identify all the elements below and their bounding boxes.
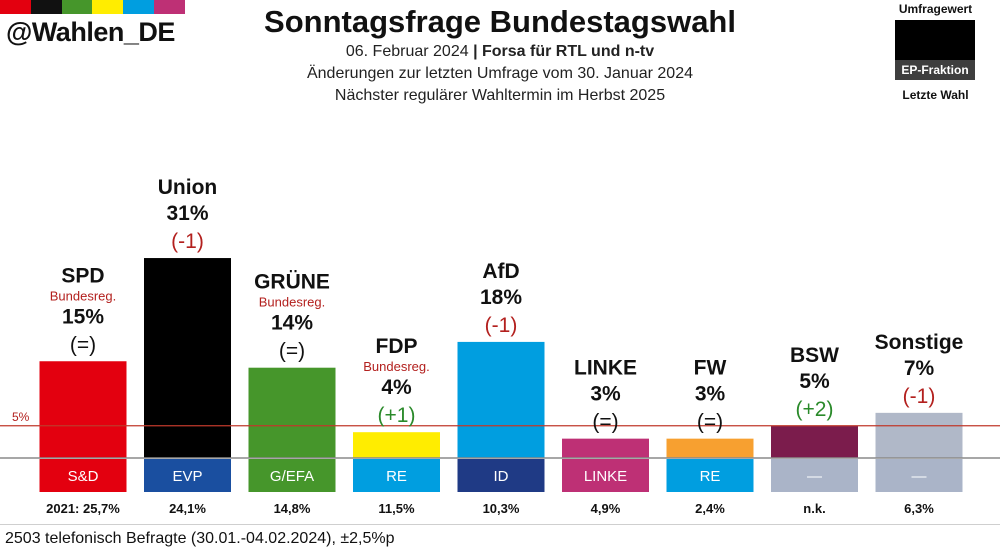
value-label: 4%: [381, 376, 412, 399]
bar-spd: [39, 361, 127, 458]
change-label: (=): [279, 340, 305, 363]
ep-faction-band: [457, 459, 545, 492]
ep-faction-label: RE: [386, 468, 407, 485]
ep-faction-label: —: [912, 468, 927, 485]
ep-faction-label: —: [807, 468, 822, 485]
bar-grüne: [248, 367, 336, 458]
ep-faction-label: ID: [494, 468, 509, 485]
value-label: 7%: [904, 357, 935, 380]
footnote: 2503 telefonisch Befragte (30.01.-04.02.…: [5, 530, 395, 547]
last-election-label: 24,1%: [169, 501, 206, 516]
change-label: (-1): [171, 230, 204, 253]
party-name-afd: AfD: [482, 260, 519, 283]
change-label: (-1): [903, 385, 936, 408]
value-label: 5%: [799, 370, 830, 393]
last-election-label: 11,5%: [378, 501, 415, 516]
legend-box: Umfragewert EP-Fraktion Letzte Wahl: [873, 0, 998, 110]
legend-survey-value: Umfragewert: [898, 2, 973, 16]
subtitle-date-line: 06. Februar 2024 | Forsa für RTL und n-t…: [0, 43, 1000, 61]
bar-fw: [666, 438, 754, 458]
last-election-label: 2021: 25,7%: [46, 501, 120, 516]
party-name-linke: LINKE: [574, 357, 637, 380]
bar-afd: [457, 341, 545, 458]
legend-last-election: Letzte Wahl: [902, 88, 969, 102]
ep-faction-label: RE: [700, 468, 721, 485]
ep-faction-label: LINKE: [584, 468, 627, 485]
value-label: 3%: [590, 383, 621, 406]
change-label: (+2): [796, 398, 834, 421]
survey-institute: Forsa für RTL und n-tv: [482, 43, 655, 60]
brand-strip-segment: [123, 0, 155, 14]
subtitle-changes: Änderungen zur letzten Umfrage vom 30. J…: [306, 65, 693, 82]
subtitle-separator: |: [473, 43, 478, 60]
bar-bsw: [771, 425, 858, 458]
government-label: Bundesreg.: [259, 295, 326, 310]
party-name-fw: FW: [694, 357, 727, 380]
bar-fdp: [353, 432, 440, 458]
value-label: 14%: [271, 312, 313, 335]
legend-swatch: [895, 20, 975, 60]
brand-strip-segment: [0, 0, 31, 14]
subtitle-next-election: Nächster regulärer Wahltermin im Herbst …: [334, 87, 666, 104]
change-label: (=): [70, 333, 96, 356]
party-name-spd: SPD: [61, 264, 104, 287]
ep-faction-band: [248, 459, 336, 492]
brand-strip-segment: [61, 0, 93, 14]
legend-ep-faction: EP-Fraktion: [895, 60, 975, 80]
party-name-union: Union: [158, 176, 217, 199]
government-label: Bundesreg.: [363, 359, 430, 374]
brand-color-strip: [0, 0, 185, 14]
party-name-fdp: FDP: [376, 335, 418, 358]
last-election-label: 14,8%: [274, 501, 311, 516]
brand-strip-segment: [30, 0, 62, 14]
ep-faction-band: [875, 459, 963, 492]
brand-strip-segment: [154, 0, 185, 14]
ep-faction-label: S&D: [68, 468, 99, 485]
government-label: Bundesreg.: [50, 288, 117, 303]
last-election-label: 2,4%: [695, 501, 725, 516]
brand-strip-segment: [92, 0, 124, 14]
party-name-grüne: GRÜNE: [254, 271, 330, 294]
ep-faction-band: [666, 459, 754, 492]
ep-faction-label: EVP: [172, 468, 202, 485]
last-election-label: 10,3%: [483, 501, 520, 516]
ep-faction-label: G/EFA: [270, 468, 314, 485]
chart-title: Sonntagsfrage Bundestagswahl: [264, 4, 736, 39]
party-name-bsw: BSW: [790, 344, 839, 367]
threshold-label: 5%: [12, 410, 30, 424]
ep-faction-band: [144, 459, 231, 492]
ep-faction-band: [562, 459, 649, 492]
value-label: 15%: [62, 305, 104, 328]
survey-date: 06. Februar 2024: [345, 43, 469, 60]
change-label: (=): [697, 411, 723, 434]
party-name-sonstige: Sonstige: [875, 331, 964, 354]
last-election-label: 6,3%: [904, 501, 934, 516]
value-label: 18%: [480, 286, 522, 309]
change-label: (+1): [378, 404, 416, 427]
ep-faction-band: [39, 459, 127, 492]
ep-faction-band: [771, 459, 858, 492]
value-label: 31%: [166, 202, 208, 225]
change-label: (=): [592, 411, 618, 434]
bar-linke: [562, 438, 649, 458]
last-election-label: n.k.: [803, 501, 825, 516]
bar-union: [144, 258, 231, 458]
ep-faction-band: [353, 459, 440, 492]
bar-sonstige: [875, 412, 963, 458]
brand-handle: @Wahlen_DE: [6, 17, 175, 47]
change-label: (-1): [485, 314, 518, 337]
value-label: 3%: [695, 383, 726, 406]
footnote-divider: [0, 524, 1000, 525]
last-election-label: 4,9%: [591, 501, 621, 516]
